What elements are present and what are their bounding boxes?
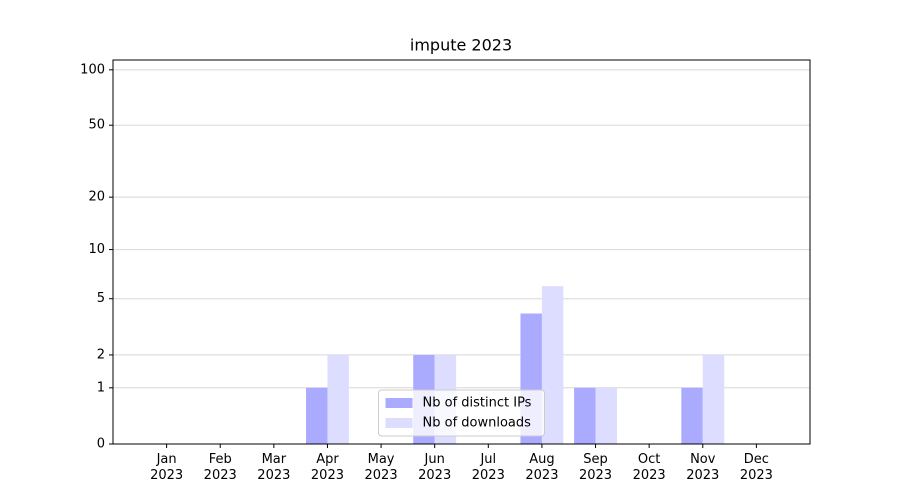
x-tick-label: Feb 2023 bbox=[203, 452, 237, 483]
y-tick-label: 2 bbox=[97, 347, 105, 362]
legend-swatch bbox=[385, 398, 413, 408]
chart-title: impute 2023 bbox=[410, 36, 512, 55]
x-tick-label: May 2023 bbox=[364, 452, 398, 483]
x-tick-label: Sep 2023 bbox=[578, 452, 613, 483]
y-tick-label: 50 bbox=[88, 118, 105, 133]
legend-swatch bbox=[385, 418, 413, 428]
y-tick-label: 20 bbox=[88, 190, 105, 205]
bar bbox=[541, 286, 564, 444]
bar bbox=[681, 387, 703, 444]
x-tick-label: Aug 2023 bbox=[525, 452, 559, 483]
bar bbox=[574, 387, 596, 444]
legend: Nb of distinct IPs Nb of downloads bbox=[378, 389, 545, 437]
x-tick-label: Oct 2023 bbox=[632, 452, 666, 483]
bar bbox=[702, 354, 725, 444]
bar bbox=[595, 387, 617, 444]
legend-label: Nb of distinct IPs bbox=[423, 396, 532, 411]
bar bbox=[327, 354, 349, 444]
x-tick-label: Nov 2023 bbox=[686, 452, 720, 483]
y-tick-label: 1 bbox=[97, 380, 105, 395]
y-tick-label: 10 bbox=[88, 242, 105, 257]
x-tick-label: Apr 2023 bbox=[310, 452, 344, 483]
legend-label: Nb of downloads bbox=[423, 416, 532, 431]
y-tick-label: 5 bbox=[97, 291, 105, 306]
y-tick-label: 100 bbox=[80, 62, 105, 77]
x-tick-label: Dec 2023 bbox=[739, 452, 773, 483]
plot-frame bbox=[112, 59, 811, 445]
legend-box bbox=[378, 389, 545, 437]
bar bbox=[306, 387, 328, 444]
x-tick-label: Jul 2023 bbox=[471, 452, 505, 483]
x-tick-label: Mar 2023 bbox=[257, 452, 291, 483]
x-tick-label: Jan 2023 bbox=[150, 452, 184, 483]
y-tick-label: 0 bbox=[97, 437, 105, 452]
x-tick-label: Jun 2023 bbox=[418, 452, 452, 483]
